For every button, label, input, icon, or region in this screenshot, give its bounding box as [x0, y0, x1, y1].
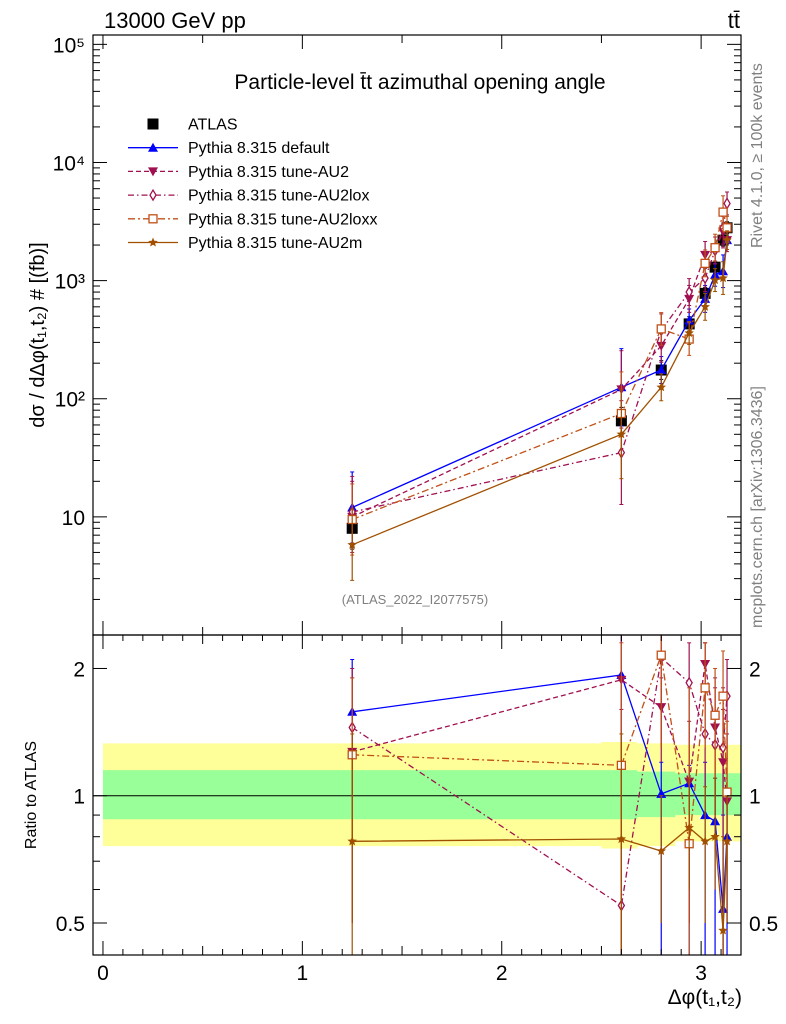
ratio-point — [700, 836, 710, 846]
main-axes: 10 10² 10³ 10⁴ 10⁵ — [53, 34, 741, 636]
data-point — [684, 328, 694, 338]
ratio-point — [684, 822, 694, 832]
ratio-line — [352, 826, 728, 931]
x-axis-label: Δφ(t₁,t₂) — [668, 986, 742, 1009]
ratio-point — [656, 650, 666, 660]
x-tick-label: 3 — [695, 962, 707, 985]
legend-label: Pythia 8.315 tune-AU2lox — [188, 188, 369, 205]
green-band — [102, 770, 741, 820]
data-point — [700, 301, 710, 311]
series-4 — [347, 195, 732, 556]
legend-label: ATLAS — [188, 117, 238, 134]
legend-marker — [148, 142, 158, 152]
ratio-frame — [92, 634, 742, 956]
ratio-axes: 0.5 0.5 1 1 2 2 0 1 2 3 — [56, 635, 778, 985]
legend-marker — [148, 237, 158, 247]
data-point — [710, 243, 720, 253]
x-tick-label: 2 — [496, 962, 508, 985]
ratio-point — [656, 788, 667, 798]
main-plot-area — [346, 191, 733, 581]
data-point — [723, 197, 731, 210]
data-point — [710, 275, 720, 285]
y-tick-label: 10 — [62, 507, 85, 530]
main-panel: 10 10² 10³ 10⁴ 10⁵ Particle-level t̄t azimut… — [27, 34, 742, 636]
ratio-y-tick-label-right: 1 — [749, 786, 761, 809]
data-point — [656, 365, 667, 375]
legend-label: Pythia 8.315 tune-AU2 — [188, 164, 349, 181]
data-point — [700, 258, 710, 269]
series-line — [351, 211, 728, 521]
data-point — [718, 207, 728, 217]
data-point — [685, 285, 693, 299]
ratio-point — [700, 683, 710, 693]
ratio-series-4 — [347, 733, 732, 955]
data-point — [347, 539, 357, 549]
legend: ATLAS Pythia 8.315 default Pythia 8.315 tu… — [128, 117, 377, 252]
legend-marker — [148, 167, 158, 177]
chart-title: Particle-level t̄t azimuthal opening ang… — [234, 71, 605, 94]
data-point — [718, 273, 728, 283]
data-point — [722, 235, 732, 245]
ratio-y-tick-label-right: 0.5 — [749, 913, 778, 936]
ratio-point — [685, 676, 693, 690]
ratio-line — [352, 674, 728, 909]
main-y-axis-label: dσ / dΔφ(t₁,t₂) # [(fb)] — [27, 242, 49, 427]
legend-label: Pythia 8.315 tune-AU2loxx — [188, 211, 377, 228]
legend-label: Pythia 8.315 tune-AU2m — [188, 235, 362, 252]
ratio-point — [616, 834, 627, 844]
data-point — [656, 382, 666, 392]
ratio-point — [718, 691, 728, 701]
legend-label: Pythia 8.315 default — [188, 140, 330, 157]
series-line — [352, 203, 728, 513]
ratio-line — [352, 663, 728, 802]
y-tick-label: 10⁵ — [53, 34, 85, 57]
data-point — [616, 429, 627, 439]
ratio-point — [656, 846, 666, 856]
series-0 — [346, 221, 733, 550]
ratio-y-tick-label: 2 — [73, 658, 85, 681]
ratio-point — [347, 836, 357, 846]
ratio-line — [351, 656, 728, 907]
x-tick-label: 0 — [97, 962, 109, 985]
energy-label: 13000 GeV pp — [104, 8, 246, 33]
y-tick-label: 10³ — [55, 271, 85, 294]
legend-marker — [148, 214, 158, 224]
series-line — [351, 229, 728, 518]
ratio-y-tick-label: 1 — [73, 786, 85, 809]
legend-marker — [147, 118, 159, 130]
ratio-point — [722, 787, 732, 797]
rivet-label: Rivet 4.1.0, ≥ 100k events — [749, 63, 766, 248]
series-5 — [347, 230, 732, 581]
ratio-plot-area — [347, 634, 733, 955]
ratio-y-tick-label-right: 2 — [749, 658, 761, 681]
ratio-point — [718, 925, 728, 935]
data-point — [656, 324, 666, 334]
process-label: tt̄ — [728, 8, 740, 33]
series-3 — [348, 191, 731, 549]
x-tick-label: 1 — [297, 962, 309, 985]
data-point — [684, 315, 695, 325]
y-tick-label: 10² — [55, 389, 85, 412]
ratio-panel: 0.5 0.5 1 1 2 2 0 1 2 3 Ratio to ATLAS Δφ(t₁,t₂) — [23, 634, 778, 1009]
ratio-point — [710, 710, 720, 720]
ratio-point — [710, 831, 720, 841]
analysis-watermark: (ATLAS_2022_I2077575) — [342, 592, 488, 607]
series-2 — [347, 214, 733, 553]
series-1 — [347, 230, 733, 544]
ratio-y-tick-label: 0.5 — [56, 913, 85, 936]
ratio-point — [722, 836, 732, 846]
ratio-uncertainty-bands — [93, 741, 741, 849]
y-tick-label: 10⁴ — [53, 152, 85, 175]
mcplots-label: mcplots.cern.ch [arXiv:1306.3436] — [749, 386, 766, 628]
legend-marker — [149, 188, 157, 202]
ratio-y-axis-label: Ratio to ATLAS — [23, 741, 40, 849]
